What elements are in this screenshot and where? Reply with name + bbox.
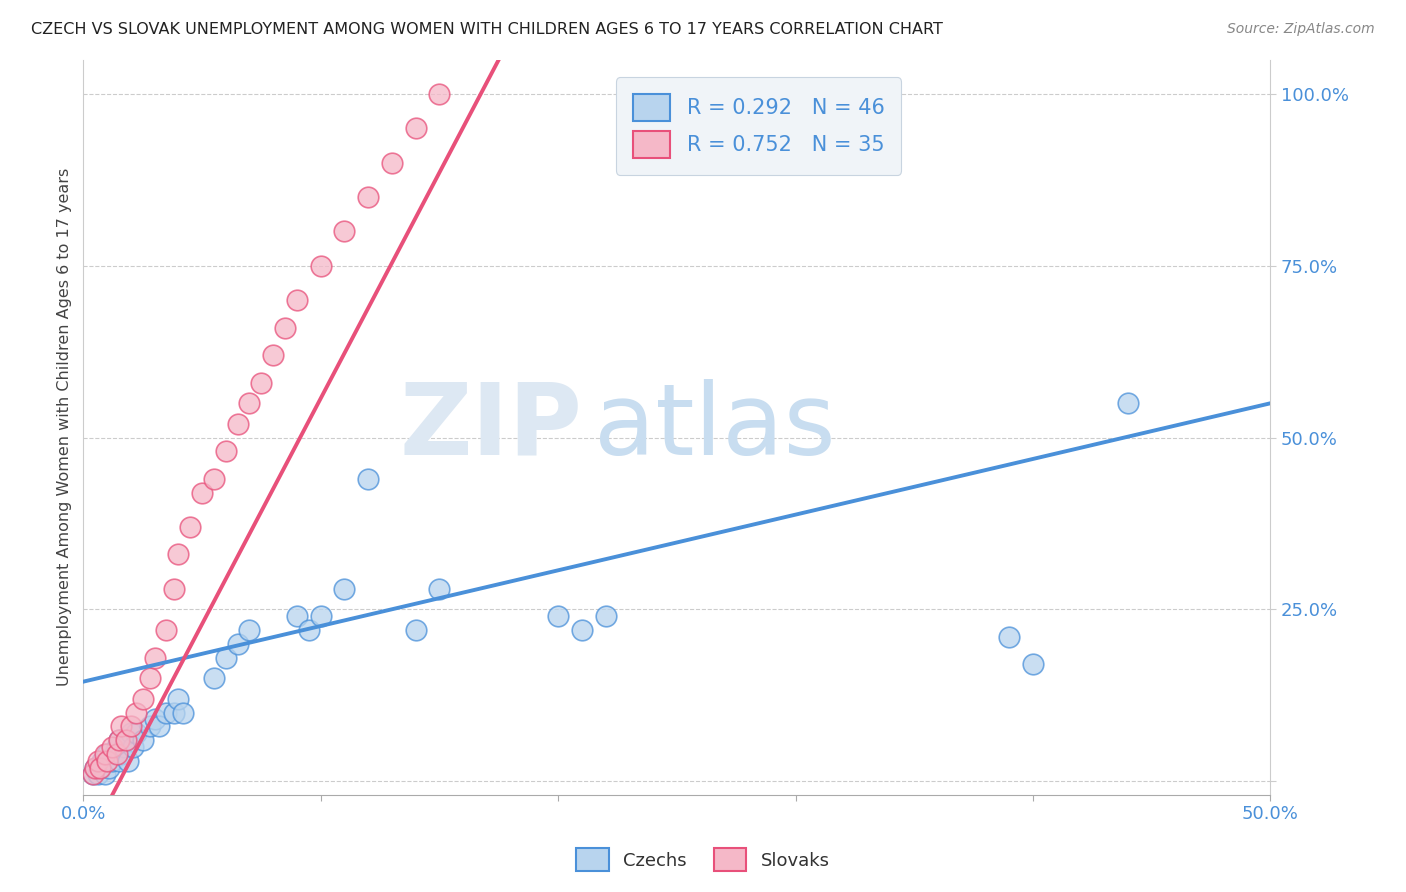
Point [357, 190, 380, 204]
Point [148, 719, 170, 733]
Point [86, 754, 108, 768]
Point [108, 754, 131, 768]
Point [86, 767, 108, 781]
Point [143, 650, 166, 665]
Point [238, 623, 260, 637]
Point [139, 719, 162, 733]
Point [124, 706, 146, 720]
Point [120, 719, 142, 733]
Point [110, 747, 132, 761]
Point [112, 739, 135, 754]
Point [162, 582, 184, 596]
Point [215, 444, 238, 458]
Point [96, 754, 118, 768]
Point [89, 761, 111, 775]
Point [131, 733, 153, 747]
Point [143, 713, 166, 727]
Point [172, 706, 194, 720]
Point [93, 767, 115, 781]
Point [274, 320, 297, 334]
Point [82, 767, 104, 781]
Point [101, 739, 124, 754]
Point [167, 691, 190, 706]
Point [429, 87, 451, 101]
Point [309, 609, 332, 624]
Point [108, 733, 131, 747]
Point [250, 376, 273, 390]
Point [226, 417, 249, 431]
Legend: Czechs, Slovaks: Czechs, Slovaks [569, 841, 837, 879]
Point [96, 747, 118, 761]
Point [226, 637, 249, 651]
Point [1022, 657, 1045, 672]
Point [162, 706, 184, 720]
Point [91, 754, 114, 768]
Legend: R = 0.292   N = 46, R = 0.752   N = 35: R = 0.292 N = 46, R = 0.752 N = 35 [616, 78, 901, 175]
Point [82, 767, 104, 781]
Point [285, 293, 308, 308]
Point [89, 761, 111, 775]
Point [101, 754, 124, 768]
Point [93, 747, 115, 761]
Point [215, 650, 238, 665]
Point [103, 747, 125, 761]
Point [202, 671, 225, 685]
Point [1116, 396, 1139, 410]
Point [155, 706, 177, 720]
Point [547, 609, 569, 624]
Point [167, 548, 190, 562]
Point [357, 472, 380, 486]
Point [405, 121, 427, 136]
Text: Source: ZipAtlas.com: Source: ZipAtlas.com [1227, 22, 1375, 37]
Point [131, 691, 153, 706]
Point [122, 739, 145, 754]
Point [96, 754, 118, 768]
Point [405, 623, 427, 637]
Point [595, 609, 617, 624]
Text: atlas: atlas [593, 379, 835, 475]
Point [202, 472, 225, 486]
Point [571, 623, 593, 637]
Point [333, 582, 356, 596]
Point [105, 739, 128, 754]
Point [155, 623, 177, 637]
Point [429, 582, 451, 596]
Text: ZIP: ZIP [399, 379, 582, 475]
Point [115, 733, 138, 747]
Point [124, 726, 146, 740]
Point [98, 761, 121, 775]
Point [117, 754, 139, 768]
Point [110, 719, 132, 733]
Point [120, 726, 142, 740]
Point [998, 630, 1021, 644]
Point [84, 761, 107, 775]
Point [285, 609, 308, 624]
Point [108, 733, 131, 747]
Point [191, 485, 214, 500]
Point [139, 671, 162, 685]
Y-axis label: Unemployment Among Women with Children Ages 6 to 17 years: Unemployment Among Women with Children A… [58, 169, 72, 687]
Point [115, 733, 138, 747]
Point [84, 761, 107, 775]
Point [333, 224, 356, 238]
Point [262, 348, 284, 362]
Point [309, 259, 332, 273]
Point [105, 747, 128, 761]
Text: CZECH VS SLOVAK UNEMPLOYMENT AMONG WOMEN WITH CHILDREN AGES 6 TO 17 YEARS CORREL: CZECH VS SLOVAK UNEMPLOYMENT AMONG WOMEN… [31, 22, 943, 37]
Point [179, 520, 201, 534]
Point [238, 396, 260, 410]
Point [298, 623, 321, 637]
Point [381, 155, 404, 169]
